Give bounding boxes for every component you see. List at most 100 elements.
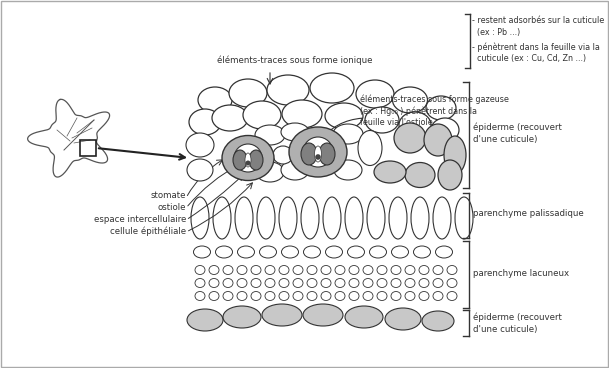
Ellipse shape <box>349 291 359 301</box>
Ellipse shape <box>321 265 331 275</box>
Ellipse shape <box>365 107 399 133</box>
Text: parenchyme palissadique: parenchyme palissadique <box>473 209 584 219</box>
Ellipse shape <box>348 246 365 258</box>
Ellipse shape <box>303 304 343 326</box>
Ellipse shape <box>233 150 247 170</box>
Ellipse shape <box>265 279 275 287</box>
Ellipse shape <box>405 279 415 287</box>
Ellipse shape <box>301 143 317 165</box>
Ellipse shape <box>392 246 409 258</box>
Ellipse shape <box>303 246 320 258</box>
Ellipse shape <box>426 96 456 120</box>
Ellipse shape <box>321 291 331 301</box>
Ellipse shape <box>314 146 322 162</box>
Ellipse shape <box>262 304 302 326</box>
Ellipse shape <box>377 265 387 275</box>
Ellipse shape <box>358 131 382 166</box>
Ellipse shape <box>251 279 261 287</box>
Text: éléments-traces sous forme gazeuse
(ex : Hg₀₀ ) pénètrent dans la
feuille via l': éléments-traces sous forme gazeuse (ex :… <box>360 95 509 127</box>
Ellipse shape <box>405 291 415 301</box>
Ellipse shape <box>367 197 385 239</box>
Ellipse shape <box>385 308 421 330</box>
Ellipse shape <box>279 279 289 287</box>
Ellipse shape <box>433 265 443 275</box>
Text: - pénètrent dans la feuille via la
  cuticule (ex : Cu, Cd, Zn ...): - pénètrent dans la feuille via la cutic… <box>472 42 600 63</box>
Ellipse shape <box>392 87 428 113</box>
Ellipse shape <box>345 197 363 239</box>
Ellipse shape <box>394 123 426 153</box>
Ellipse shape <box>422 311 454 331</box>
Ellipse shape <box>237 291 247 301</box>
Ellipse shape <box>444 136 466 174</box>
Ellipse shape <box>289 127 347 177</box>
Ellipse shape <box>333 124 363 144</box>
Ellipse shape <box>279 291 289 301</box>
Ellipse shape <box>223 279 233 287</box>
Ellipse shape <box>281 123 309 141</box>
Ellipse shape <box>419 265 429 275</box>
Ellipse shape <box>265 291 275 301</box>
Ellipse shape <box>447 291 457 301</box>
Ellipse shape <box>209 291 219 301</box>
Ellipse shape <box>335 279 345 287</box>
Ellipse shape <box>349 265 359 275</box>
Ellipse shape <box>405 163 435 188</box>
Ellipse shape <box>237 279 247 287</box>
Ellipse shape <box>212 105 248 131</box>
Ellipse shape <box>370 246 387 258</box>
Ellipse shape <box>249 150 263 170</box>
Ellipse shape <box>447 265 457 275</box>
Text: - restent adsorbés sur la cuticule
  (ex : Pb ...): - restent adsorbés sur la cuticule (ex :… <box>472 16 604 37</box>
Ellipse shape <box>391 279 401 287</box>
Ellipse shape <box>345 306 383 328</box>
Text: stomate: stomate <box>150 191 186 201</box>
Ellipse shape <box>256 162 284 182</box>
Ellipse shape <box>195 291 205 301</box>
Text: épiderme (recouvert
d'une cuticule): épiderme (recouvert d'une cuticule) <box>473 122 562 144</box>
Ellipse shape <box>335 291 345 301</box>
Ellipse shape <box>433 197 451 239</box>
Ellipse shape <box>198 87 232 113</box>
Ellipse shape <box>334 160 362 180</box>
Ellipse shape <box>267 75 309 105</box>
Ellipse shape <box>186 133 214 157</box>
Text: parenchyme lacuneux: parenchyme lacuneux <box>473 269 569 277</box>
Ellipse shape <box>389 197 407 239</box>
Text: cellule épithéliale: cellule épithéliale <box>110 226 186 236</box>
Ellipse shape <box>307 265 317 275</box>
Ellipse shape <box>222 135 274 180</box>
Ellipse shape <box>414 246 431 258</box>
Ellipse shape <box>251 291 261 301</box>
Ellipse shape <box>273 146 293 164</box>
Text: ostiole: ostiole <box>158 202 186 212</box>
Ellipse shape <box>321 279 331 287</box>
Ellipse shape <box>234 144 262 172</box>
Ellipse shape <box>293 279 303 287</box>
Ellipse shape <box>195 265 205 275</box>
Text: éléments-traces sous forme ionique: éléments-traces sous forme ionique <box>217 55 373 65</box>
Ellipse shape <box>438 160 462 190</box>
Ellipse shape <box>216 246 233 258</box>
Ellipse shape <box>213 197 231 239</box>
Ellipse shape <box>223 291 233 301</box>
Ellipse shape <box>435 246 452 258</box>
Ellipse shape <box>301 197 319 239</box>
Ellipse shape <box>399 112 431 138</box>
Ellipse shape <box>187 159 213 181</box>
Ellipse shape <box>194 246 211 258</box>
Ellipse shape <box>310 73 354 103</box>
Ellipse shape <box>293 291 303 301</box>
Ellipse shape <box>191 197 209 239</box>
Ellipse shape <box>433 291 443 301</box>
Ellipse shape <box>391 265 401 275</box>
Ellipse shape <box>307 291 317 301</box>
Ellipse shape <box>223 265 233 275</box>
Ellipse shape <box>363 265 373 275</box>
Ellipse shape <box>349 279 359 287</box>
Ellipse shape <box>325 103 363 129</box>
Text: espace intercellulaire: espace intercellulaire <box>94 215 186 223</box>
Ellipse shape <box>363 291 373 301</box>
Circle shape <box>245 160 250 166</box>
Ellipse shape <box>265 265 275 275</box>
Ellipse shape <box>243 101 281 129</box>
